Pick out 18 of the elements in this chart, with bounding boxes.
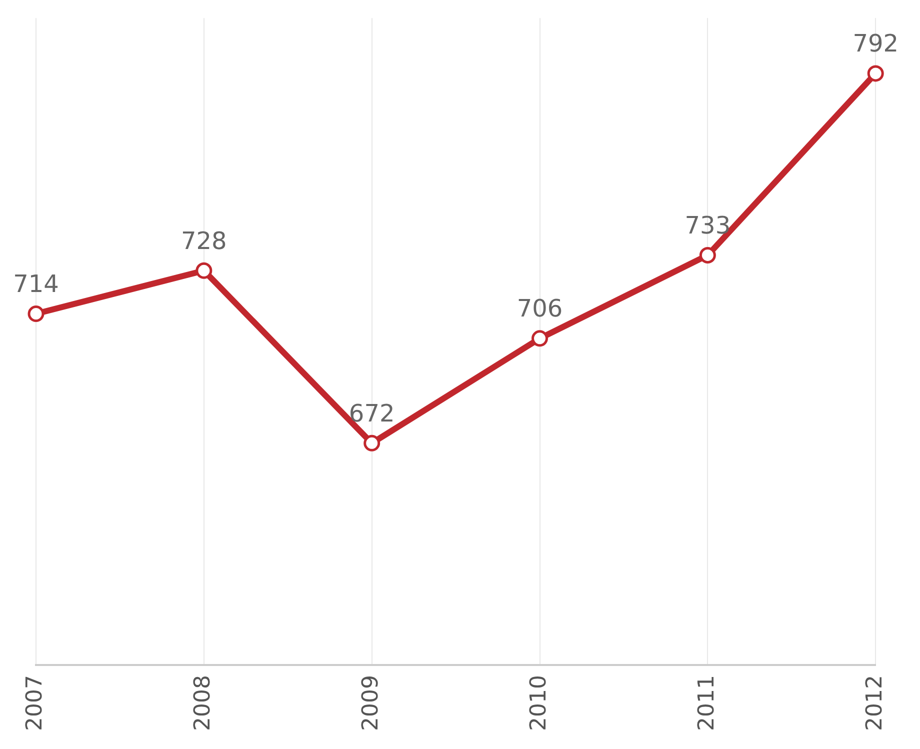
point: [28, 306, 44, 322]
x-tick-label: 2011: [694, 675, 720, 732]
data-label: 792: [852, 30, 899, 58]
point: [532, 330, 548, 347]
x-tick-label: 2012: [862, 675, 888, 732]
x-tick-label: 2009: [358, 675, 384, 732]
point: [196, 262, 212, 279]
point: [699, 246, 716, 264]
x-tick-label: 2010: [526, 675, 552, 732]
point: [364, 434, 380, 452]
data-label: 714: [13, 270, 59, 298]
data-label: 733: [684, 211, 731, 240]
data-label: 672: [348, 399, 395, 428]
data-label: 728: [181, 226, 227, 255]
data-label: 706: [516, 294, 563, 323]
x-tick-label: 2007: [22, 675, 48, 732]
point: [867, 65, 884, 82]
x-tick-label: 2008: [190, 675, 216, 732]
